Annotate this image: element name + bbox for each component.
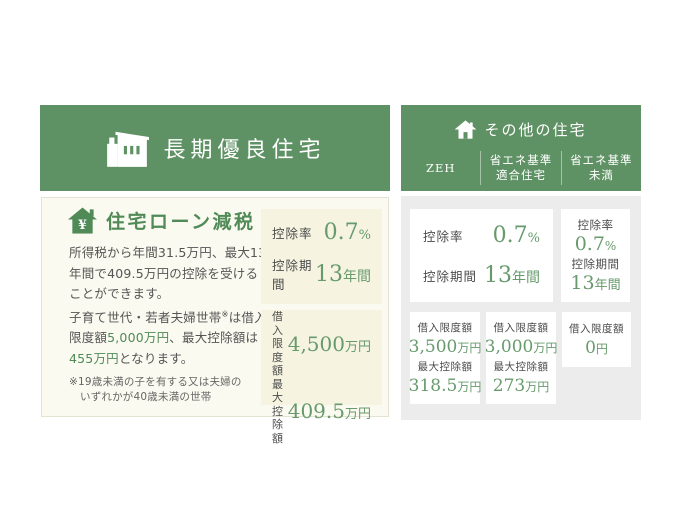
footnote: ※19歳未満の子を有する又は夫婦の いずれかが40歳未満の世帯 xyxy=(69,376,242,403)
other-housing-panel: 控除率 0.7% 控除期間 13年間 控除率 0.7% 控除期間 13年間 借入… xyxy=(401,196,641,420)
deduction-rate-label: 控除率 xyxy=(423,229,464,245)
period-number: 13 xyxy=(315,261,343,287)
loan-limit-number: 4,500 xyxy=(287,331,345,356)
deduction-period-row: 控除期間 13年間 xyxy=(423,263,540,288)
deduction-period-label: 控除期間 xyxy=(571,256,620,271)
rate-box-zeh-eco: 控除率 0.7% 控除期間 13年間 xyxy=(410,209,553,302)
deduction-rate-label: 控除率 xyxy=(577,218,614,233)
loan-limit-number: 3,000 xyxy=(484,337,534,357)
max-deduction-label: 最大控除額 xyxy=(417,361,473,373)
loan-limit-value: 4,500万円 xyxy=(288,332,371,356)
max-deduction-label: 最大控除額 xyxy=(493,361,549,373)
max-deduction-value: 318.5万円 xyxy=(409,376,482,396)
loan-limit-cell: 借入限度額 3,000万円 xyxy=(485,320,558,357)
deduction-rate-value: 0.7% xyxy=(324,220,371,245)
left-rate-box: 控除率 0.7% 控除期間 13年間 xyxy=(261,209,382,304)
loan-limit-label: 借入限度額 xyxy=(493,322,549,334)
period-number: 13 xyxy=(570,271,595,294)
loan-limit-value: 0円 xyxy=(585,338,608,358)
period-unit: 年間 xyxy=(343,268,371,285)
deduction-period-label: 控除期間 xyxy=(272,258,313,293)
loan-limit-number: 0 xyxy=(585,338,596,358)
deduction-period-value: 13年間 xyxy=(315,262,371,287)
max-deduction-label: 最大 控除額 xyxy=(272,377,284,445)
max-deduction-value: 409.5万円 xyxy=(288,399,371,423)
p2-text: となります。 xyxy=(118,350,194,366)
deduction-period-row: 控除期間 13年間 xyxy=(272,255,371,293)
p2-reference-mark: ※ xyxy=(221,309,229,320)
left-header-title: 長期優良住宅 xyxy=(163,138,326,163)
header-other-housing: その他の住宅 ZEH 省エネ基準 適合住宅 省エネ基準 未満 xyxy=(401,105,641,191)
svg-text:¥: ¥ xyxy=(78,217,87,232)
left-amount-box: 借入 限度額 4,500万円 最大 控除額 409.5万円 xyxy=(261,310,382,445)
rate-number: 0.7 xyxy=(492,223,528,249)
loan-limit-cell: 借入限度額 0円 xyxy=(569,321,624,358)
max-deduction-row: 最大 控除額 409.5万円 xyxy=(272,378,371,446)
loan-limit-label: 借入限度額 xyxy=(417,322,473,334)
max-deduction-unit: 万円 xyxy=(344,407,371,423)
loan-limit-unit: 万円 xyxy=(457,341,482,355)
rate-unit: % xyxy=(604,239,617,254)
max-deduction-number: 409.5 xyxy=(287,399,345,424)
loan-limit-label: 借入 限度額 xyxy=(272,310,284,377)
deduction-rate-label: 控除率 xyxy=(272,225,313,241)
house-yen-icon: ¥ xyxy=(68,207,97,234)
long-term-housing-panel: ¥ 住宅ローン減税 所得税から年間31.5万円、最大13年間で409.5万円の控… xyxy=(41,197,389,445)
loan-tax-description: 所得税から年間31.5万円、最大13年間で409.5万円の控除を受けることができ… xyxy=(69,243,269,369)
loan-limit-unit: 万円 xyxy=(533,341,558,355)
amount-box-eco-compliant: 借入限度額 3,000万円 最大控除額 273万円 xyxy=(485,312,558,404)
deduction-period-value: 13年間 xyxy=(484,263,540,288)
description-paragraph-1: 所得税から年間31.5万円、最大13年間で409.5万円の控除を受けることができ… xyxy=(69,245,267,301)
max-deduction-number: 273 xyxy=(492,376,526,396)
loan-limit-unit: 円 xyxy=(595,342,608,356)
p2-text: 子育て世代・若者夫婦世帯 xyxy=(69,309,222,325)
deduction-rate-value: 0.7% xyxy=(575,233,617,255)
p2-text: 、最大控除額は xyxy=(169,330,259,346)
period-unit: 年間 xyxy=(512,269,540,286)
max-deduction-value: 273万円 xyxy=(493,376,549,396)
loan-limit-value: 3,000万円 xyxy=(485,337,558,357)
p2-text: は借入限度額 xyxy=(69,309,267,346)
rate-box-substandard: 控除率 0.7% 控除期間 13年間 xyxy=(561,209,630,302)
loan-tax-title-row: ¥ 住宅ローン減税 xyxy=(68,207,256,234)
loan-limit-number: 3,500 xyxy=(408,337,458,357)
loan-limit-cell: 借入限度額 3,500万円 xyxy=(409,320,482,357)
loan-limit-label: 借入限度額 xyxy=(569,323,624,335)
right-header-title: その他の住宅 xyxy=(484,121,587,139)
deduction-period-value: 13年間 xyxy=(570,272,620,294)
max-deduction-number: 318.5 xyxy=(408,376,458,396)
period-unit: 年間 xyxy=(594,277,621,293)
deduction-rate-row: 控除率 0.7% xyxy=(423,223,540,248)
rate-unit: % xyxy=(358,227,371,243)
home-icon xyxy=(455,120,477,139)
max-deduction-unit: 万円 xyxy=(457,380,482,394)
period-number: 13 xyxy=(484,262,512,288)
deduction-rate-row: 控除率 0.7% xyxy=(272,220,371,245)
column-header-energy-compliant: 省エネ基準 適合住宅 xyxy=(480,151,560,185)
p2-highlight-loan-limit: 5,000万円 xyxy=(107,330,170,346)
description-paragraph-2: 子育て世代・若者夫婦世帯※は借入限度額5,000万円、最大控除額は 455万円とな… xyxy=(69,305,269,370)
p2-highlight-max-deduction: 455万円 xyxy=(69,350,119,366)
housing-type-columns: ZEH 省エネ基準 適合住宅 省エネ基準 未満 xyxy=(401,147,641,191)
column-header-zeh: ZEH xyxy=(425,160,456,175)
loan-limit-row: 借入 限度額 4,500万円 xyxy=(272,310,371,378)
rate-unit: % xyxy=(527,231,540,247)
column-header-energy-substandard: 省エネ基準 未満 xyxy=(560,151,641,185)
amount-box-substandard: 借入限度額 0円 xyxy=(562,312,631,367)
rate-number: 0.7 xyxy=(323,219,359,245)
loan-tax-title: 住宅ローン減税 xyxy=(106,211,256,233)
other-housing-title-row: その他の住宅 xyxy=(401,105,641,147)
max-deduction-cell: 最大控除額 273万円 xyxy=(493,359,549,396)
deduction-rate-value: 0.7% xyxy=(493,223,540,248)
deduction-period-label: 控除期間 xyxy=(423,268,478,284)
max-deduction-cell: 最大控除額 318.5万円 xyxy=(409,359,482,396)
max-deduction-unit: 万円 xyxy=(525,380,550,394)
building-icon xyxy=(104,128,150,168)
header-long-term-quality-housing: 長期優良住宅 xyxy=(40,105,390,191)
amount-box-zeh: 借入限度額 3,500万円 最大控除額 318.5万円 xyxy=(409,312,482,404)
loan-limit-value: 3,500万円 xyxy=(409,337,482,357)
rate-number: 0.7 xyxy=(574,233,605,256)
loan-limit-unit: 万円 xyxy=(344,339,371,355)
